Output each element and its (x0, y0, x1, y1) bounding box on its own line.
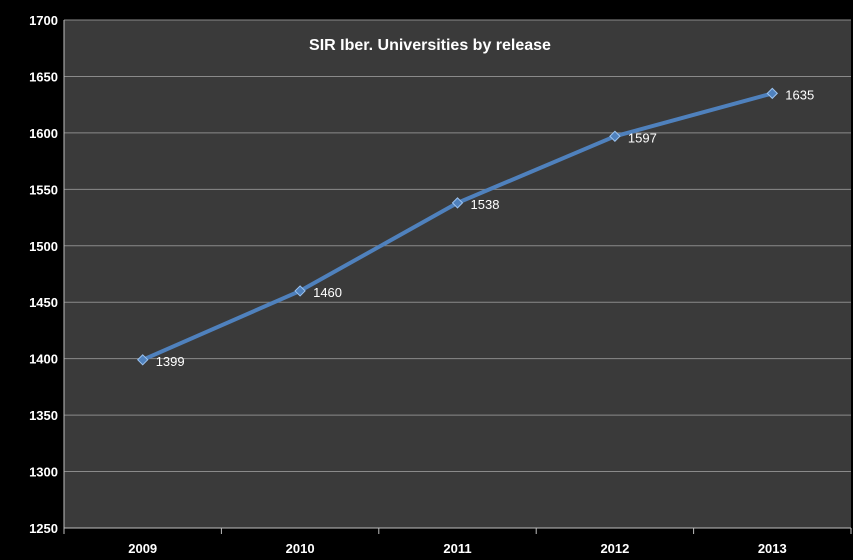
data-label-2011: 1538 (471, 197, 500, 212)
x-tick-label: 2009 (128, 541, 157, 556)
gridlines (64, 19, 851, 473)
data-label-2010: 1460 (313, 285, 342, 300)
y-tick-label: 1650 (29, 69, 58, 84)
data-point-2010 (294, 285, 306, 297)
y-tick-label: 1550 (29, 182, 58, 197)
y-tick-label: 1700 (29, 13, 58, 28)
data-point-2013 (766, 87, 779, 100)
x-axis-ticks: 2009 2010 2011 2012 2013 (128, 541, 787, 556)
data-point-2011 (451, 197, 464, 209)
y-axis-ticks: 1250 1300 1350 1400 1450 1500 1550 1600 1650 1700 (29, 13, 58, 536)
axes (63, 20, 852, 534)
data-labels: 1399 1460 1538 1597 1635 (156, 87, 815, 368)
y-tick-label: 1500 (29, 239, 58, 254)
y-tick-label: 1350 (29, 408, 58, 423)
x-tick-label: 2010 (286, 541, 315, 556)
y-tick-label: 1250 (29, 521, 58, 536)
y-tick-label: 1300 (29, 465, 58, 480)
data-label-2009: 1399 (156, 354, 185, 369)
markers (136, 87, 779, 366)
y-tick-label: 1600 (29, 126, 58, 141)
x-tick-label: 2012 (600, 541, 629, 556)
chart-title: SIR Iber. Universities by release (309, 37, 551, 54)
y-tick-label: 1450 (29, 295, 58, 310)
x-tick-label: 2011 (443, 541, 471, 556)
data-point-2009 (136, 354, 149, 366)
x-tick-label: 2013 (758, 541, 787, 556)
data-point-2012 (609, 130, 621, 142)
plot-area (64, 20, 851, 528)
y-tick-label: 1400 (29, 352, 58, 367)
data-label-2012: 1597 (628, 130, 657, 145)
data-label-2013: 1635 (785, 87, 814, 102)
